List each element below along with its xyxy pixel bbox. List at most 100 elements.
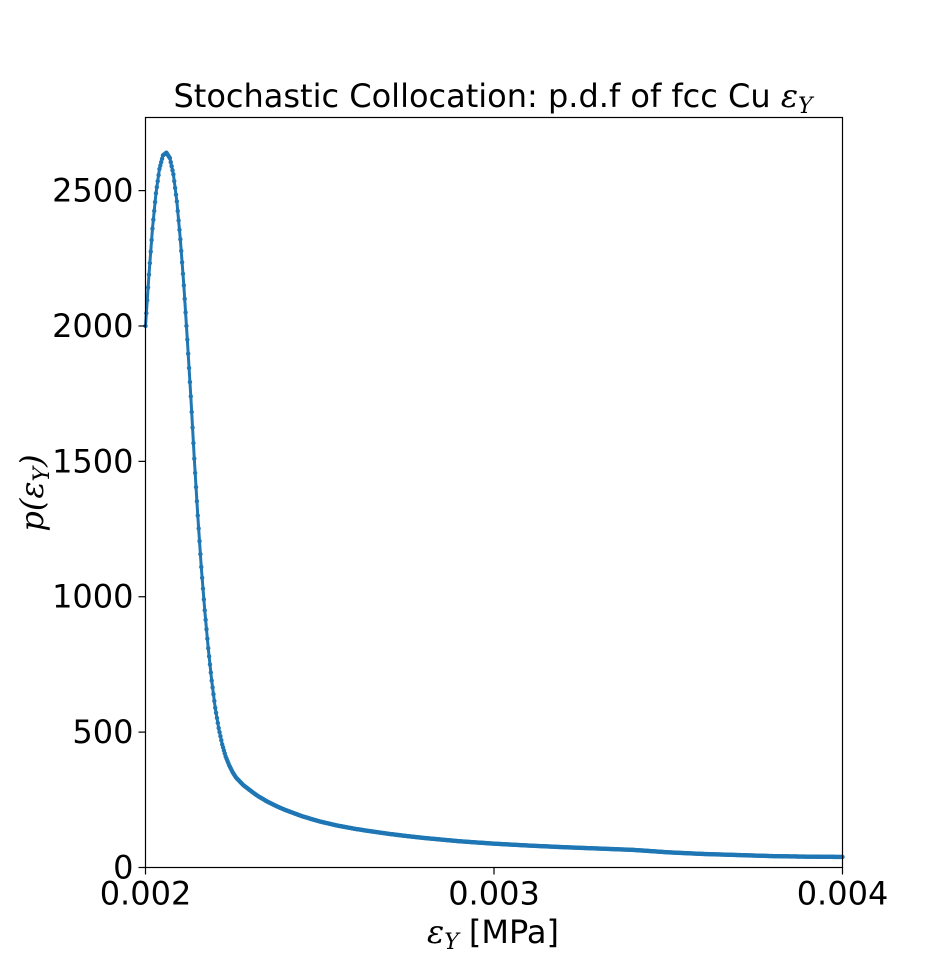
data-point xyxy=(179,260,185,265)
data-point xyxy=(214,715,220,721)
data-point xyxy=(192,470,198,476)
data-point xyxy=(153,191,159,196)
data-point xyxy=(180,271,186,277)
data-point xyxy=(183,310,188,315)
data-point xyxy=(168,159,173,165)
data-point xyxy=(176,218,181,223)
data-point xyxy=(211,692,216,697)
data-point xyxy=(206,654,212,659)
data-point xyxy=(145,285,151,290)
xlabel-symbol: ε xyxy=(427,913,444,951)
x-tick-label: 0.003 xyxy=(448,875,540,913)
xlabel-subscript: Y xyxy=(444,930,461,955)
data-point xyxy=(147,260,153,266)
data-point xyxy=(216,725,221,731)
x-tick-label: 0.004 xyxy=(797,875,889,913)
data-point xyxy=(188,394,193,399)
data-point xyxy=(203,617,208,622)
data-point xyxy=(150,226,155,231)
data-point xyxy=(159,156,165,161)
data-point xyxy=(215,720,221,726)
data-point xyxy=(171,172,176,177)
y-tick-label: 0 xyxy=(113,849,133,887)
y-tick-label: 500 xyxy=(72,713,133,751)
data-point xyxy=(146,272,152,277)
data-point xyxy=(154,185,160,190)
title-prefix: Stochastic Collocation: p.d.f of fcc Cu xyxy=(173,77,780,115)
data-point xyxy=(172,178,177,184)
data-point xyxy=(155,178,160,184)
data-point xyxy=(148,249,153,254)
data-point xyxy=(201,597,207,602)
data-point xyxy=(190,425,195,430)
ylabel-subscript: Y xyxy=(30,464,55,481)
data-point xyxy=(213,705,218,710)
x-axis-label: εY [MPa] xyxy=(427,913,559,955)
data-point xyxy=(196,526,201,531)
data-point xyxy=(218,733,223,739)
x-tick-label: 0.002 xyxy=(100,875,192,913)
y-axis-label: p(εY) xyxy=(13,454,55,531)
data-point xyxy=(186,365,192,371)
data-point xyxy=(158,159,164,165)
series-points xyxy=(143,150,845,860)
xlabel-suffix: [MPa] xyxy=(459,913,559,951)
data-point xyxy=(193,484,199,490)
data-point xyxy=(200,586,206,591)
ylabel-prefix: p( xyxy=(13,497,51,531)
data-point xyxy=(184,323,189,329)
tick-layer: 0.002 0.003 0.004 0 500 1000 1500 2000 2500 xyxy=(52,172,888,913)
data-point xyxy=(157,166,162,172)
data-point xyxy=(179,248,184,254)
data-point xyxy=(207,662,213,667)
data-point xyxy=(189,409,194,415)
data-point xyxy=(145,298,150,303)
data-point xyxy=(158,163,163,168)
data-point xyxy=(149,237,154,243)
data-point xyxy=(182,296,187,302)
data-point xyxy=(170,168,175,173)
y-tick-label: 2500 xyxy=(52,172,133,210)
data-point xyxy=(195,513,200,518)
data-point xyxy=(219,738,224,743)
y-tick-label: 1500 xyxy=(52,442,133,480)
data-point xyxy=(212,698,217,704)
data-point xyxy=(208,670,214,675)
data-point xyxy=(173,192,179,197)
data-point xyxy=(178,237,183,242)
data-point xyxy=(194,499,200,504)
data-point xyxy=(199,564,204,570)
ylabel-symbol: ε xyxy=(13,481,51,498)
title-subscript: Y xyxy=(798,94,815,119)
title-symbol: ε xyxy=(781,77,798,115)
data-point xyxy=(205,636,210,641)
data-point xyxy=(199,575,205,580)
data-point xyxy=(151,217,156,222)
data-point xyxy=(172,185,178,191)
data-point xyxy=(191,440,196,446)
data-point xyxy=(204,627,209,632)
data-point xyxy=(210,685,215,690)
data-point xyxy=(185,337,190,342)
y-tick-label: 1000 xyxy=(52,578,133,616)
data-point xyxy=(152,208,157,214)
data-point xyxy=(167,155,173,161)
data-point xyxy=(217,729,222,735)
data-point xyxy=(175,208,180,214)
data-point xyxy=(213,710,219,716)
data-layer xyxy=(143,150,845,860)
data-point xyxy=(209,678,214,683)
data-point xyxy=(156,172,161,178)
data-point xyxy=(192,456,197,461)
series-line xyxy=(144,151,843,859)
data-point xyxy=(152,199,158,205)
ylabel-suffix: ) xyxy=(13,454,51,467)
data-point xyxy=(187,379,193,385)
data-point xyxy=(181,283,187,288)
chart-title: Stochastic Collocation: p.d.f of fcc Cu … xyxy=(173,77,815,119)
data-point xyxy=(174,199,180,204)
data-point xyxy=(177,227,182,233)
data-point xyxy=(197,539,202,544)
y-tick-label: 2000 xyxy=(52,307,133,345)
